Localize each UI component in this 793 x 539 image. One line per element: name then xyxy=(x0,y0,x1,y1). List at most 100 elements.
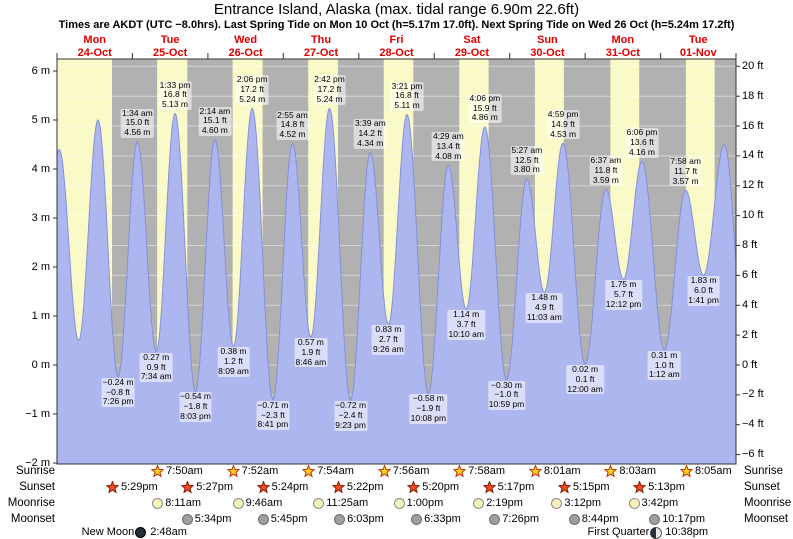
moonrise-time: 2:19pm xyxy=(486,497,523,509)
tide-low-label: 1.83 m 6.0 ft 1:41 pm xyxy=(687,275,720,306)
sunset-entry: 5:15pm xyxy=(557,481,610,494)
day-name: Thu xyxy=(310,34,332,46)
day-label: Mon 31-Oct xyxy=(585,34,661,59)
ft-tick-label: −2 ft xyxy=(742,388,764,401)
tide-low-label: 1.48 m 4.9 ft 11:03 am xyxy=(525,292,563,323)
moonset-time: 5:45pm xyxy=(270,513,308,525)
m-tick-label: 0 m xyxy=(31,358,50,371)
moonrise-entry: 1:00pm xyxy=(393,497,444,510)
tide-high-label: 6:06 pm 13.6 ft 4.16 m xyxy=(625,127,659,158)
ft-tick-label: 18 ft xyxy=(742,89,764,102)
sunset-time: 5:15pm xyxy=(572,481,610,493)
day-label: Fri 28-Oct xyxy=(359,34,435,59)
tide-high-label: 4:06 pm 15.9 ft 4.86 m xyxy=(468,92,502,124)
tide-high-label: 2:14 am 15.1 ft 4.60 m xyxy=(198,105,232,136)
ft-tick-label: 20 ft xyxy=(742,59,764,72)
day-date: 27-Oct xyxy=(303,46,339,59)
moonset-icon xyxy=(411,514,423,525)
day-label: Sat 29-Oct xyxy=(434,34,510,59)
row-label-sunset-right: Sunset xyxy=(744,481,780,493)
sunrise-time: 7:50am xyxy=(166,465,203,477)
moonset-entry: 5:34pm xyxy=(181,513,232,526)
tide-low-label: 0.31 m 1.0 ft 1:12 am xyxy=(647,349,681,381)
day-date: 24-Oct xyxy=(77,46,112,59)
moonset-time: 5:34pm xyxy=(194,513,232,525)
moonset-entry: 5:45pm xyxy=(257,513,308,526)
ft-tick-label: 10 ft xyxy=(742,209,764,222)
page-title: Entrance Island, Alaska (max. tidal rang… xyxy=(213,1,580,18)
sunset-entry: 5:27pm xyxy=(181,481,233,494)
sunrise-entry: 8:05am xyxy=(680,465,732,478)
tide-high-label: 4:59 pm 14.9 ft 4.53 m xyxy=(546,109,580,140)
moonset-time: 8:44pm xyxy=(581,513,619,525)
day-label: Sun 30-Oct xyxy=(509,34,585,59)
day-label: Tue 25-Oct xyxy=(132,34,208,59)
sunset-entry: 5:29pm xyxy=(106,481,158,494)
tide-high-label: 6:37 am 11.8 ft 3.59 m xyxy=(589,155,623,186)
tide-low-label: −0.58 m −1.9 ft 10:08 pm xyxy=(409,393,448,424)
ft-tick-label: 8 ft xyxy=(742,239,758,252)
moonrise-entry: 3:42pm xyxy=(628,497,679,510)
row-label-sunset-left: Sunset xyxy=(19,481,55,493)
tide-high-label: 2:42 pm 17.2 ft 5.24 m xyxy=(313,74,346,105)
day-label: Tue 01-Nov xyxy=(660,34,736,59)
moonset-entry: 6:03pm xyxy=(334,513,384,526)
sunset-entry: 5:13pm xyxy=(633,481,685,494)
tide-high-label: 2:06 pm 17.2 ft 5.24 m xyxy=(235,74,269,105)
tide-high-label: 4:29 am 13.4 ft 4.08 m xyxy=(431,131,465,162)
sunset-star-icon xyxy=(407,481,421,494)
sunrise-time: 7:54am xyxy=(317,465,354,477)
sunset-star-icon xyxy=(482,481,496,494)
tide-low-label: 0.27 m 0.9 ft 7:34 am xyxy=(139,351,173,383)
day-label: Wed 26-Oct xyxy=(208,34,284,59)
m-tick-label: 5 m xyxy=(31,113,50,126)
tide-low-label: 0.38 m 1.2 ft 8:09 am xyxy=(217,346,250,377)
tide-high-label: 3:39 am 14.2 ft 4.34 m xyxy=(353,118,387,149)
moonrise-time: 3:42pm xyxy=(641,497,679,509)
moon-phase-time: 10:38pm xyxy=(665,526,709,538)
sunrise-entry: 7:50am xyxy=(151,465,203,478)
tide-high-label: 3:21 pm 16.8 ft 5.11 m xyxy=(390,80,424,111)
tide-high-label: 5:27 am 12.5 ft 3.80 m xyxy=(510,144,544,176)
ft-tick-label: 12 ft xyxy=(742,179,764,192)
sunset-entry: 5:24pm xyxy=(256,481,309,494)
sunrise-time: 8:05am xyxy=(695,465,732,477)
m-tick-label: 4 m xyxy=(31,162,50,175)
day-label: Thu 27-Oct xyxy=(283,34,359,59)
sunset-entry: 5:17pm xyxy=(482,481,534,494)
ft-tick-label: 2 ft xyxy=(742,328,758,341)
row-label-moonset-right: Moonset xyxy=(744,513,789,525)
tide-low-label: 0.57 m 1.9 ft 8:46 am xyxy=(294,337,328,368)
moonrise-entry: 8:11am xyxy=(152,497,201,510)
moon-phase-name: New Moon xyxy=(81,526,135,538)
moonrise-entry: 3:12pm xyxy=(551,497,601,510)
m-tick-label: 1 m xyxy=(31,309,50,322)
sunrise-time: 7:56am xyxy=(392,465,430,477)
day-date: 25-Oct xyxy=(153,46,188,59)
m-tick-label: −2 m xyxy=(25,456,50,469)
row-label-sunrise-left: Sunrise xyxy=(16,465,55,477)
tide-high-label: 2:55 am 14.8 ft 4.52 m xyxy=(276,109,309,140)
day-date: 26-Oct xyxy=(228,46,263,59)
day-date: 31-Oct xyxy=(605,46,640,59)
day-name: Sun xyxy=(536,34,558,46)
sunset-entry: 5:20pm xyxy=(407,481,459,494)
moonrise-time: 8:11am xyxy=(165,497,202,509)
row-label-moonrise-right: Moonrise xyxy=(744,497,792,509)
ft-tick-label: −6 ft xyxy=(742,448,764,461)
sunset-time: 5:29pm xyxy=(121,481,158,493)
moonrise-entry: 2:19pm xyxy=(473,497,523,510)
sunrise-star-icon xyxy=(604,465,618,478)
m-tick-label: 2 m xyxy=(31,260,50,273)
sunset-time: 5:24pm xyxy=(271,481,309,493)
moonset-entry: 8:44pm xyxy=(568,513,619,526)
moonrise-time: 1:00pm xyxy=(406,497,444,509)
ft-tick-label: 4 ft xyxy=(742,298,758,311)
sunrise-star-icon xyxy=(453,465,467,478)
ft-tick-label: 14 ft xyxy=(742,149,764,162)
moonrise-icon xyxy=(628,498,640,509)
tide-low-label: −0.24 m −0.8 ft 7:26 pm xyxy=(101,376,135,408)
moonrise-icon xyxy=(152,498,164,509)
ft-tick-label: −4 ft xyxy=(742,418,764,431)
